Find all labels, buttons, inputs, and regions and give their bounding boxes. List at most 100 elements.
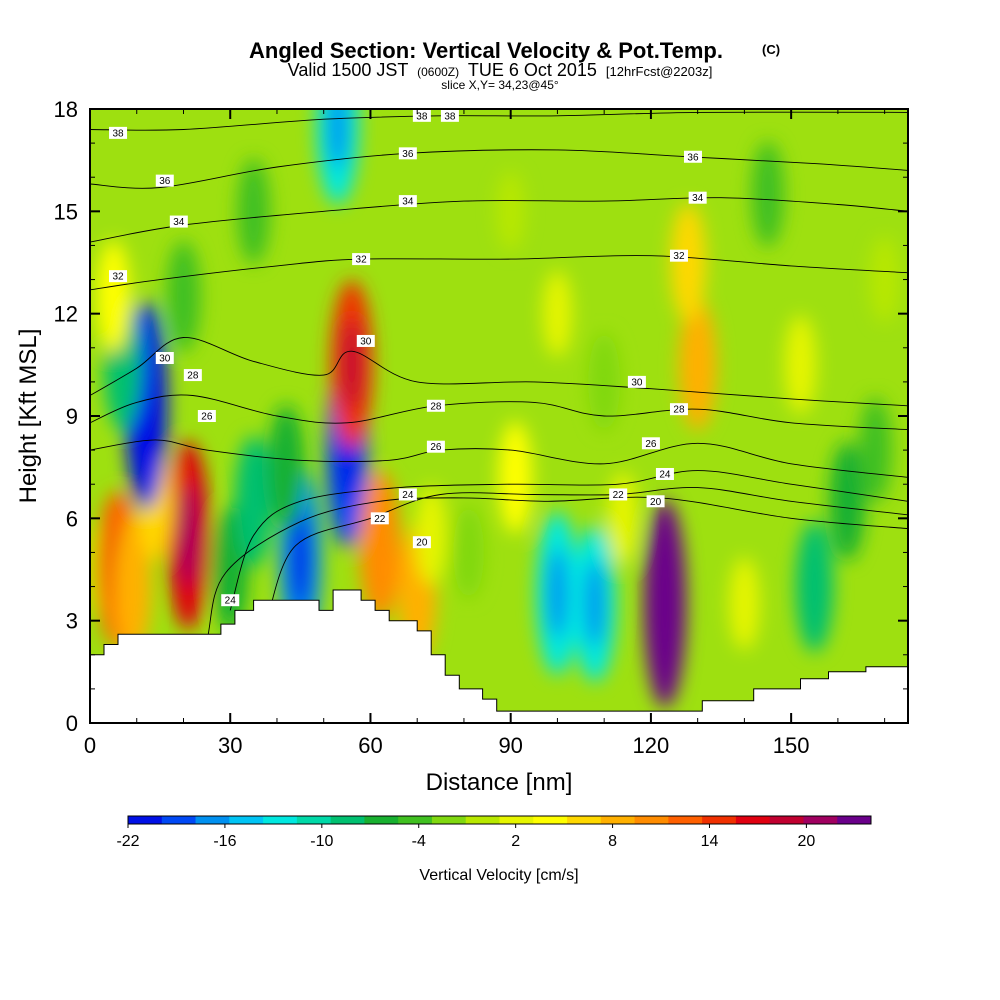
contour-label: 36 (683, 150, 702, 163)
contour-label: 36 (155, 174, 174, 187)
contour-label-box (155, 352, 174, 365)
contour-label-box (109, 126, 128, 139)
contour-label-box (426, 399, 445, 412)
velocity-cell (670, 203, 706, 322)
contour-label-text: 38 (444, 111, 456, 122)
velocity-cell (415, 485, 448, 585)
colorbar-tick-label: 14 (701, 833, 719, 850)
contour-label-box (609, 488, 628, 501)
contour-label-box (370, 512, 389, 525)
colorbar-swatch (364, 816, 399, 824)
velocity-cell (870, 236, 900, 323)
contour-label-text: 36 (687, 152, 699, 163)
contour-label: 24 (398, 488, 417, 501)
contour-label-box (109, 270, 128, 283)
colorbar-tick-label: -22 (116, 833, 139, 850)
velocity-cell-core (342, 318, 362, 412)
colorbar-swatch (634, 816, 669, 824)
contour-label: 22 (609, 488, 628, 501)
contour-label-box (398, 488, 417, 501)
contour-label: 38 (440, 109, 459, 122)
colorbar-swatch (296, 816, 332, 824)
velocity-cell (453, 506, 484, 599)
contour-label: 28 (426, 399, 445, 412)
contour-label: 38 (412, 109, 431, 122)
contour-label-text: 34 (692, 193, 704, 204)
contour-label: 26 (641, 437, 660, 450)
contour-label: 34 (398, 195, 417, 208)
velocity-cell (112, 517, 152, 656)
y-tick-label: 3 (66, 609, 78, 634)
velocity-cell (498, 421, 533, 534)
colorbar-swatch (263, 816, 298, 824)
y-tick-label: 12 (54, 302, 78, 327)
colorbar-tick-label: 20 (797, 833, 815, 850)
colorbar-swatch (161, 816, 196, 824)
velocity-cell (751, 141, 785, 248)
x-tick-label: 120 (633, 733, 670, 758)
subtitle-utc: (0600Z) (417, 65, 459, 79)
colorbar-swatch (465, 816, 500, 824)
contour-label-text: 32 (356, 255, 368, 266)
contour-label-box (155, 174, 174, 187)
colorbar-swatch (128, 816, 163, 824)
contour-label-text: 22 (613, 490, 625, 501)
colorbar-label: Vertical Velocity [cm/s] (419, 867, 578, 884)
isentrope-30 (90, 337, 908, 407)
x-tick-label: 90 (498, 733, 522, 758)
contour-label: 28 (183, 369, 202, 382)
contour-label-text: 24 (402, 490, 414, 501)
contour-label-box (440, 109, 459, 122)
contour-label-text: 26 (201, 412, 213, 423)
isentrope-22 (267, 487, 908, 618)
colorbar-swatch (803, 816, 838, 824)
velocity-cell-core (655, 546, 675, 661)
isentrope-36 (90, 149, 908, 189)
contour-label-text: 30 (631, 377, 643, 388)
isentrope-20 (192, 496, 908, 713)
isentrope-34 (90, 197, 908, 243)
colorbar-tick-label: -16 (213, 833, 236, 850)
isentrope-32 (90, 255, 908, 291)
colorbar-swatch (499, 816, 534, 824)
colorbar-swatch (431, 816, 467, 824)
velocity-cell (359, 470, 401, 621)
contour-label-text: 32 (673, 251, 685, 262)
colorbar-swatch (702, 816, 737, 824)
contour-label-text: 28 (673, 405, 685, 416)
contour-label: 20 (412, 536, 431, 549)
subtitle-date: TUE 6 Oct 2015 (468, 60, 597, 80)
colorbar-tick-label: 2 (511, 833, 520, 850)
contour-label-text: 28 (187, 371, 199, 382)
y-tick-label: 6 (66, 506, 78, 531)
colorbar-swatch (668, 816, 703, 824)
contour-label: 30 (627, 375, 646, 388)
contour-label-box (398, 195, 417, 208)
contour-label-box (398, 147, 417, 160)
contour-label-text: 34 (173, 217, 185, 228)
velocity-cell (542, 270, 573, 357)
contour-label: 30 (356, 334, 375, 347)
contour-label-text: 38 (112, 128, 124, 139)
x-tick-label: 150 (773, 733, 810, 758)
contour-label: 26 (426, 440, 445, 453)
velocity-cell (237, 158, 270, 265)
contour-label-box (688, 191, 707, 204)
velocity-cell-core (585, 560, 605, 647)
contour-label-text: 24 (659, 469, 671, 480)
velocity-cell (496, 171, 525, 252)
contour-label: 20 (646, 495, 665, 508)
contour-label-text: 38 (416, 111, 428, 122)
x-axis-label: Distance [nm] (426, 769, 573, 796)
contour-label-text: 32 (112, 272, 124, 283)
colorbar-tick-label: -10 (310, 833, 333, 850)
velocity-cell (234, 435, 273, 567)
contour-label-box (669, 249, 688, 262)
contour-label-text: 20 (416, 538, 428, 549)
contour-label-box (197, 410, 216, 422)
velocity-cell-core (290, 509, 310, 610)
contour-label: 30 (155, 352, 174, 365)
subtitle-forecast: [12hrFcst@2203z] (606, 64, 712, 79)
colorbar-border (127, 815, 872, 825)
